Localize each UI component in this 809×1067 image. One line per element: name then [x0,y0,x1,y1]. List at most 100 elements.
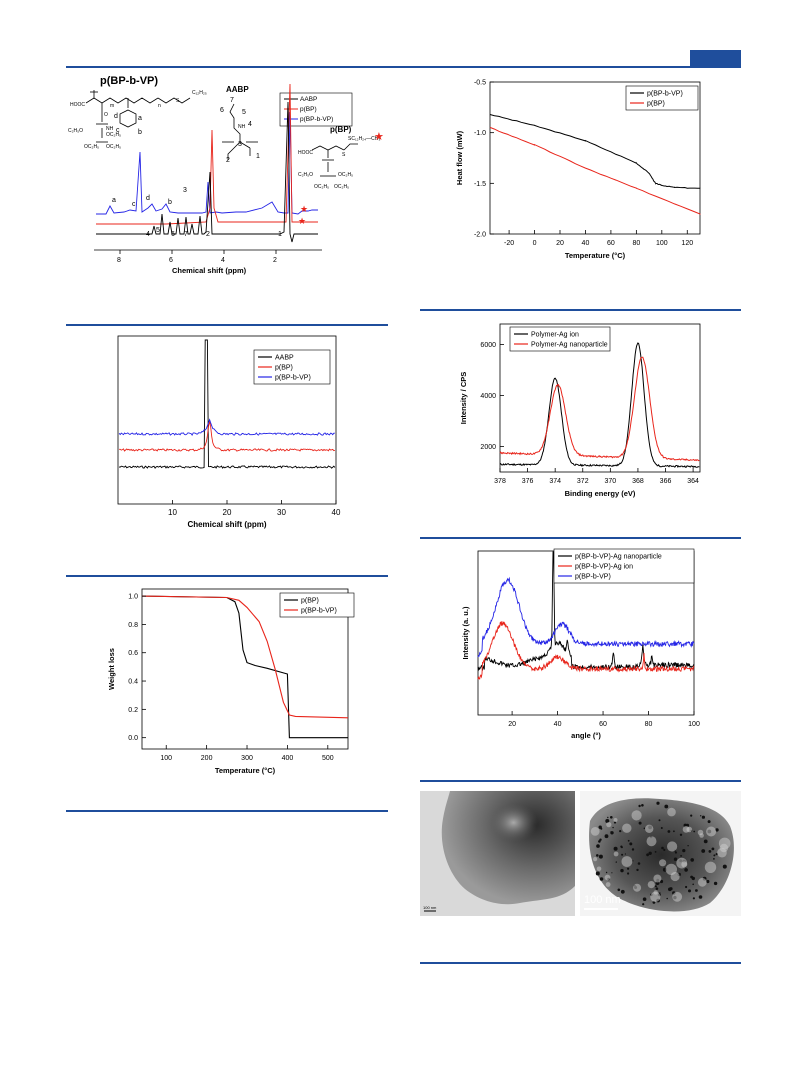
section-rule [420,537,741,539]
tick-label: 2 [273,257,277,264]
section-rule [420,309,741,311]
peak-label: 3 [183,187,187,194]
tick-label: 4 [221,257,225,264]
plot-frame [499,323,701,473]
chem-structure-pbp: p(BP) HOOC SC₁₂H₂₄—CH₃ S C₂H₅O OC₂H₅ OC₂… [298,125,384,190]
nanoparticle-dot [695,889,698,892]
nanoparticle-dot [703,839,708,844]
x-axis-label: Chemical shift (ppm) [172,266,247,275]
light-patch [667,841,678,852]
chem-label-3: 3 [238,141,242,148]
nanoparticle-dot [595,871,600,876]
nanoparticle-dot [636,868,639,872]
peak-label: 6 [171,231,175,238]
legend-entry: p(BP) [275,365,293,372]
chem-text: SC₁₂H₂₄—CH₃ [348,136,380,142]
tick-label: 60 [599,721,607,728]
peak-label: 4 [146,231,150,238]
series-line [119,339,336,469]
chem-text: OC₂H₅ [106,144,121,150]
nanoparticle-dot [701,849,706,853]
tick-label: 6000 [480,342,496,349]
tick-label: 0.0 [128,735,138,742]
light-patch [646,836,657,847]
nanoparticle-dot [612,826,614,829]
nanoparticle-dot [661,846,664,850]
nanoparticle-dot [684,868,688,872]
legend-entry: p(BP-b-VP) [575,574,611,581]
legend-entry: p(BP-b-VP) [647,91,683,98]
series-line [477,576,695,658]
nanoparticle-dot [599,838,602,841]
nanoparticle-dot [690,875,693,879]
nanoparticle-dot [690,814,693,817]
nanoparticle-dot [607,816,609,819]
nanoparticle-dot [667,830,671,833]
y-axis-label: Intensity / CPS [459,372,468,425]
nanoparticle-dot [666,897,668,900]
nanoparticle-dot [674,851,677,854]
series-line [489,126,701,215]
nanoparticle-dot [627,872,630,875]
x-axis-label: angle (°) [571,731,601,740]
tem-image-left: 100 nm [420,791,575,916]
chem-text: C₁₂H₂₅ [192,90,207,96]
tick-label: -20 [504,240,514,247]
legend-entry: p(BP) [647,101,665,108]
tick-label: 4000 [480,393,496,400]
nanoparticle-dot [688,889,691,893]
tick-label: 1.0 [128,594,138,601]
tick-label: 2000 [480,444,496,451]
legend-box [509,326,611,352]
light-patch [605,882,611,887]
nanoparticle-dot [722,864,727,869]
nanoparticle-dot [682,849,686,853]
nanoparticle-dot [659,892,661,894]
nanoparticle-dot [646,853,649,857]
nanoparticle-dot [631,848,635,851]
nanoparticle-dot [624,853,626,855]
tick-label: 60 [607,240,615,247]
light-patch [613,818,618,822]
nanoparticle-dot [605,819,610,823]
legend-box [553,548,695,584]
legend-entry: AABP [300,96,317,103]
nanoparticle-dot [604,834,609,839]
series-line [489,114,701,189]
light-patch [633,883,642,892]
nanoparticle-dot [673,830,675,833]
chem-label-b: b [138,129,142,136]
header-rule [66,66,741,68]
chem-text: HOOC [298,150,313,156]
legend-entry: p(BP-b-VP) [301,608,337,615]
nmr1-legend: AABP p(BP) p(BP-b-VP) [279,92,353,127]
tick-label: 6 [169,257,173,264]
light-patch [686,826,693,833]
tick-label: 400 [282,755,294,762]
chem-structure-aabp: AABP 7 6 5 4 3 2 1 NH [220,85,260,164]
chem-label-1: 1 [256,153,260,160]
light-patch [604,874,611,881]
tick-label: 364 [687,478,699,485]
red-star-icon: ★ [374,131,384,143]
chem-label-d: d [114,113,118,120]
nanoparticle-dot [708,850,712,853]
nanoparticle-dot [613,846,618,851]
chem-text: OC₂H₅ [338,172,353,178]
nanoparticle-dot [680,855,682,857]
tick-label: 368 [632,478,644,485]
chem-label-4: 4 [248,121,252,128]
tick-label: 40 [332,508,341,517]
nanoparticle-dot [648,851,652,855]
light-patch [665,863,677,876]
nanoparticle-dot [660,827,663,829]
nanoparticle-dot [632,860,634,862]
light-patch [590,827,600,836]
tick-label: 120 [681,240,693,247]
x-axis-label: Binding energy (eV) [565,489,636,498]
tick-label: -0.5 [474,80,486,87]
series-line [141,595,349,719]
legend-entry: Polymer-Ag nanoparticle [531,342,608,349]
light-patch [659,859,667,867]
nanoparticle-dot [715,853,718,856]
